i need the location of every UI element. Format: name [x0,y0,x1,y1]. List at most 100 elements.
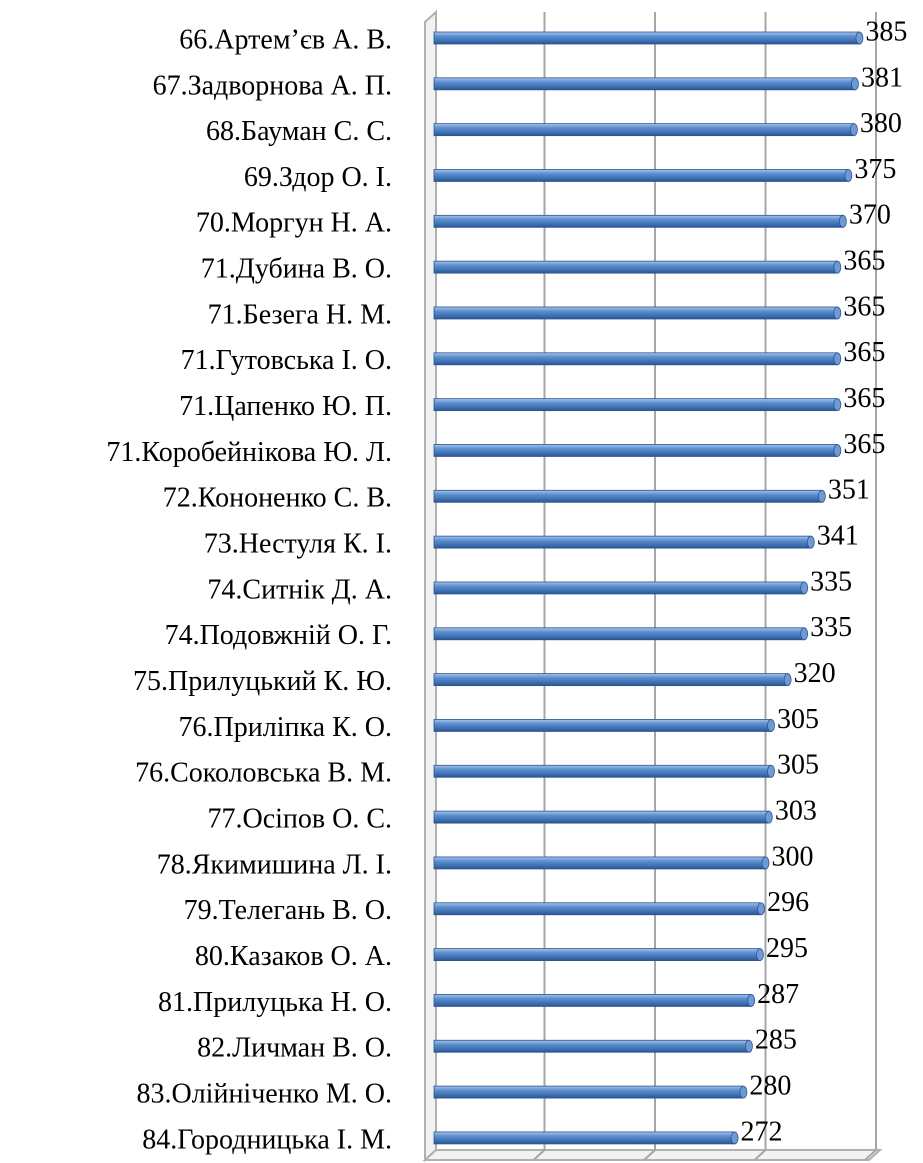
plot-frame [422,9,883,1163]
bar-cap [817,489,826,503]
y-tick-label: 80.Казаков О. А. [195,941,392,972]
bar [433,673,789,687]
bar-cap [757,902,765,916]
bar-cap [833,352,842,366]
value-label: 365 [843,383,885,414]
bar-cap [745,1039,753,1053]
bar-cap [833,306,842,320]
bar [433,1131,735,1145]
value-label: 375 [854,154,896,185]
y-tick-label: 76.Приліпка К. О. [179,712,392,743]
bar-cap [800,627,809,641]
bar-cap [850,123,858,137]
value-label: 296 [767,887,809,918]
value-label: 365 [843,291,885,322]
bar [433,77,856,91]
grid-line [753,12,767,1161]
value-label: 351 [828,475,870,506]
y-tick-label: 75.Прилуцький К. Ю. [133,666,392,697]
bar [433,214,844,228]
y-tick-label: 68.Бауман С. С. [206,116,392,147]
y-tick-label: 77.Осіпов О. С. [207,804,392,835]
bar-cap [833,260,842,274]
bar [433,856,766,870]
value-label: 303 [775,796,817,827]
y-tick-label: 71.Коробейнікова Ю. Л. [106,437,392,468]
bar [433,489,823,503]
bar [433,169,849,182]
value-label: 365 [843,429,885,460]
value-label: 287 [757,979,799,1010]
value-label: 285 [755,1025,797,1056]
bar-cap [833,398,842,412]
bar [433,994,752,1007]
bar [433,398,838,412]
bar-cap [764,810,773,824]
y-tick-label: 71.Дубина В. О. [201,254,392,285]
bar [433,535,812,549]
y-tick-label: 79.Телегань В. О. [184,895,392,926]
value-label: 370 [849,200,891,231]
bar-cap [800,581,809,595]
y-tick-label: 74.Подовжній О. Г. [165,620,392,651]
y-tick-label: 73.Нестуля К. І. [204,529,392,560]
y-tick-label: 83.Олійніченко М. О. [136,1079,392,1110]
value-label: 320 [794,658,836,689]
value-label: 365 [843,337,885,368]
value-label: 335 [810,612,852,643]
bar [433,352,838,366]
bar-cap [730,1131,739,1145]
y-tick-label: 76.Соколовська В. М. [135,758,392,789]
value-label: 380 [860,108,902,139]
y-tick-label: 81.Прилуцька Н. О. [158,987,392,1018]
grid-line [864,12,877,1161]
y-tick-label: 69.Здор О. І. [244,162,392,193]
value-label: 295 [766,933,808,964]
value-label: 335 [810,566,852,597]
bar [433,31,860,45]
bar [433,306,838,320]
y-tick-label: 71.Гутовська І. О. [181,345,392,376]
y-tick-label: 74.Ситнік Д. А. [207,574,392,605]
value-label: 385 [865,16,907,47]
y-tick-label: 66.Артем’єв А. В. [179,24,392,55]
bar [433,444,838,457]
value-label: 341 [817,521,859,552]
y-tick-label: 67.Задворнова А. П. [153,70,392,101]
bar-cap [756,948,764,961]
bar-cap [844,169,853,182]
y-tick-label: 84.Городницька І. М. [142,1124,392,1155]
bar-cap [783,673,792,687]
y-tick-label: 71.Безега Н. М. [208,299,392,330]
bar [433,627,805,641]
bar-cap [747,994,756,1007]
grid-line [643,12,656,1161]
bar [433,260,838,274]
bar [433,902,762,916]
value-label: 381 [861,62,903,93]
bar-cap [761,856,770,870]
grid-line [532,12,546,1161]
value-label: 300 [772,841,814,872]
y-tick-label: 70.Моргун Н. А. [196,208,392,239]
value-label: 305 [777,704,819,735]
bar [433,719,772,732]
bar [433,581,805,595]
bar-cap [838,214,847,228]
y-tick-label: 72.Кононенко С. В. [163,483,392,514]
y-tick-label: 78.Якимишина Л. І. [157,849,392,880]
bar [433,948,761,961]
bar [433,123,855,137]
value-label: 272 [741,1116,783,1147]
bar [433,1039,750,1053]
y-tick-label: 71.Цапенко Ю. П. [179,391,392,422]
bar-cap [851,77,859,91]
bar [433,1085,744,1099]
bar-cap [767,719,775,732]
bar-cap [739,1085,748,1099]
bar-cap [806,535,815,549]
bar [433,810,770,824]
value-label: 280 [749,1071,791,1102]
